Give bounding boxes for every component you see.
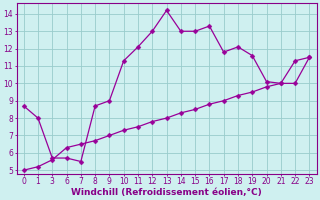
- X-axis label: Windchill (Refroidissement éolien,°C): Windchill (Refroidissement éolien,°C): [71, 188, 262, 197]
